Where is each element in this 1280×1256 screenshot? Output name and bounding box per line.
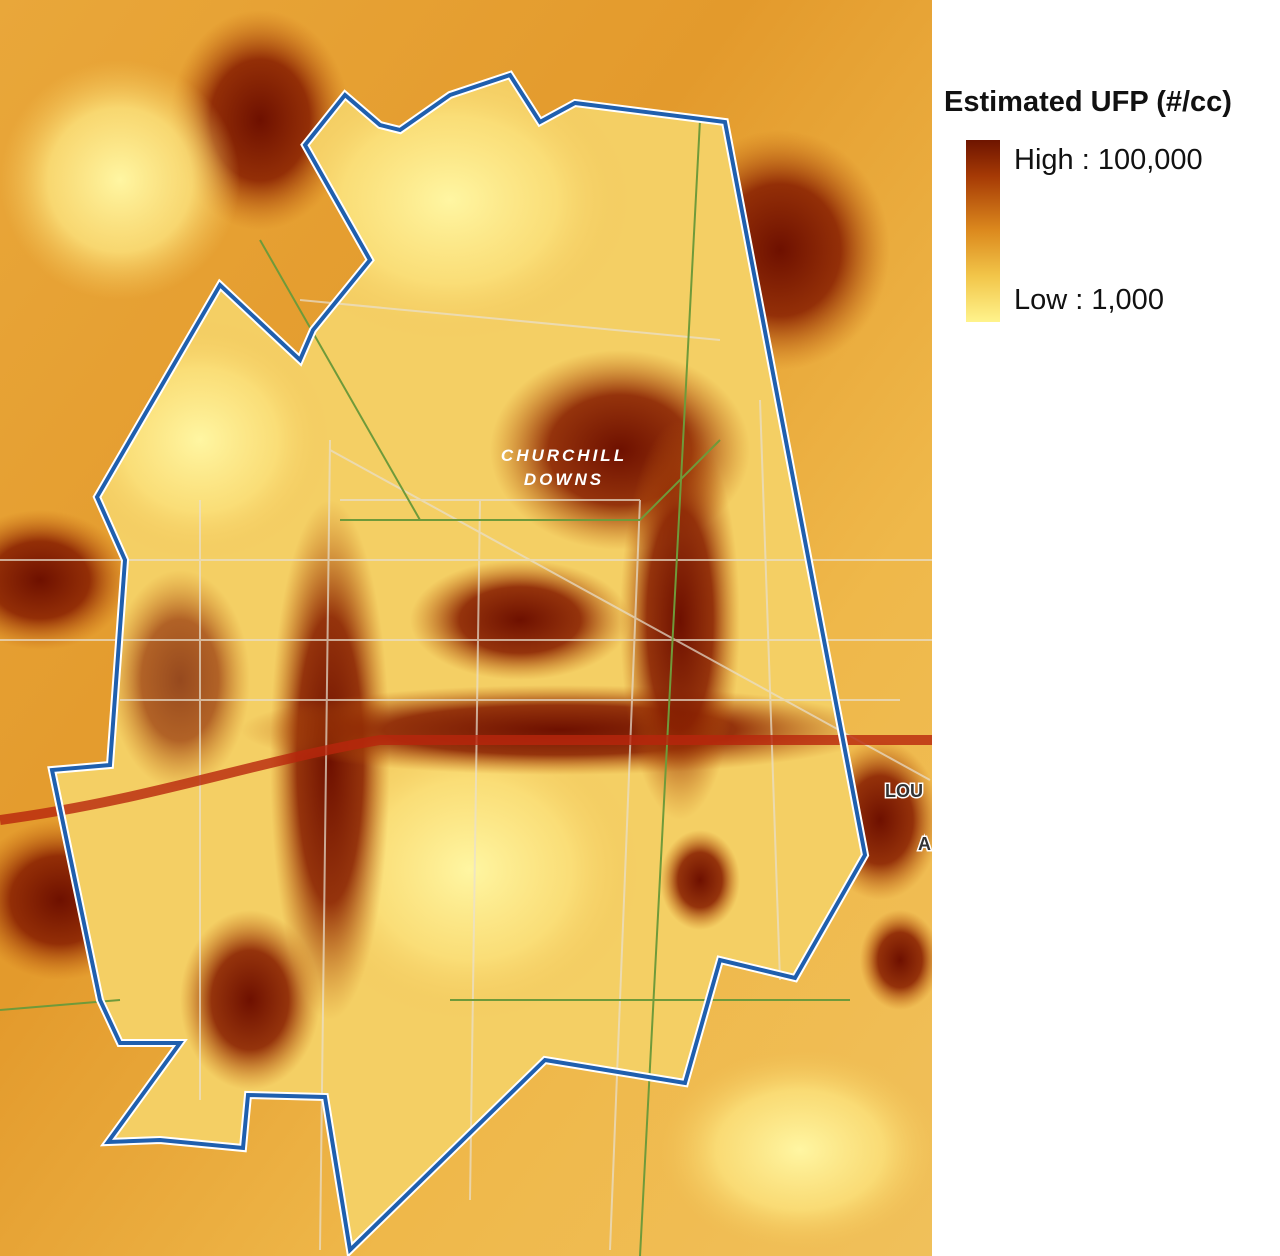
legend-color-ramp [966,140,1000,322]
study-boundary [49,72,868,1255]
place-label: LOU [885,781,923,801]
legend-high-label: High : 100,000 [1014,144,1203,176]
streets [0,299,932,1251]
green-roads [0,119,850,1256]
place-label: A [918,834,931,854]
place-label: DOWNS [524,470,604,489]
map: CHURCHILL DOWNS LOU A [0,0,932,1256]
legend-low-label: Low : 1,000 [1014,284,1164,316]
legend-title: Estimated UFP (#/cc) [944,86,1232,118]
place-label: CHURCHILL [501,446,627,465]
